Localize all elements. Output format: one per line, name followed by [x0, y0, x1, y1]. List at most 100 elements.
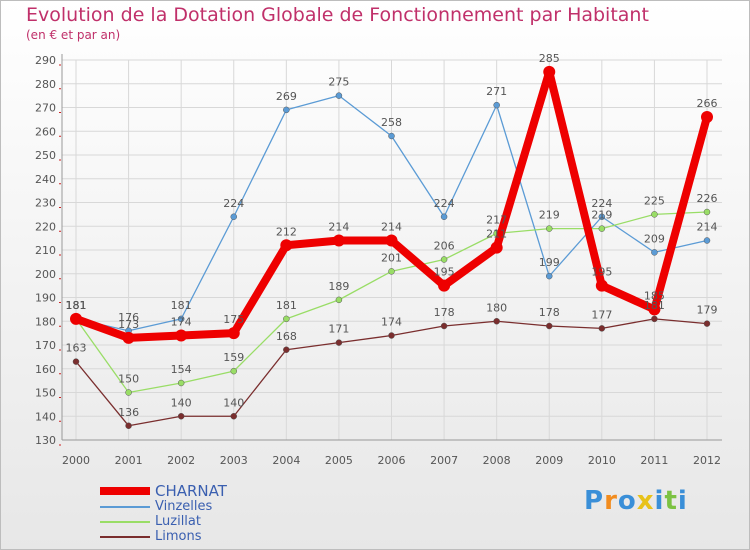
data-point-charnat [438, 279, 451, 292]
data-point-luzillat [598, 225, 606, 232]
x-tick-label: 2011 [640, 454, 668, 467]
data-point-luzillat [125, 389, 132, 396]
y-tick-label: 170 [35, 339, 56, 352]
y-tick-label: 130 [35, 434, 56, 447]
data-point-charnat [280, 239, 293, 252]
data-label-vinzelles: 224 [591, 197, 612, 210]
legend-label-luzillat: Luzillat [155, 514, 201, 529]
y-tick-label: 150 [35, 387, 56, 400]
legend-swatch-charnat [100, 487, 150, 495]
logo-letter: x [636, 486, 655, 516]
data-label-charnat: 211 [486, 228, 507, 241]
data-label-luzillat: 189 [328, 280, 349, 293]
data-point-luzillat [230, 367, 237, 375]
data-label-luzillat: 159 [223, 351, 244, 364]
x-tick-label: 2010 [588, 454, 616, 467]
chart-subtitle: (en € et par an) [26, 28, 121, 42]
data-label-luzillat: 217 [486, 213, 507, 226]
data-label-limons: 179 [697, 304, 718, 317]
data-label-charnat: 214 [381, 221, 402, 234]
data-point-limons [230, 413, 237, 420]
data-point-limons [493, 318, 500, 325]
data-point-charnat [227, 327, 240, 340]
data-label-vinzelles: 258 [381, 116, 402, 129]
legend-swatch-limons [100, 536, 150, 538]
data-label-charnat: 185 [644, 289, 665, 302]
data-label-vinzelles: 269 [276, 90, 297, 103]
data-label-vinzelles: 271 [486, 85, 507, 98]
x-tick-label: 2001 [115, 454, 143, 467]
logo-letter: r [604, 486, 618, 516]
y-tick-label: 250 [35, 149, 56, 162]
data-label-luzillat: 226 [697, 192, 718, 205]
data-label-charnat: 173 [118, 318, 139, 331]
proxiti-logo: Proxiti [584, 486, 688, 516]
data-point-luzillat [440, 256, 448, 263]
y-tick-label: 270 [35, 102, 56, 115]
data-point-charnat [490, 241, 503, 254]
data-point-limons [335, 339, 343, 346]
x-tick-label: 2009 [535, 454, 563, 467]
data-label-limons: 178 [539, 306, 560, 319]
data-point-limons [440, 322, 448, 330]
data-point-vinzelles [177, 315, 185, 323]
data-label-luzillat: 181 [66, 299, 87, 312]
logo-letter: t [664, 486, 678, 516]
x-tick-label: 2002 [167, 454, 195, 467]
data-point-limons [546, 322, 553, 330]
data-point-limons [388, 332, 395, 339]
data-point-luzillat [546, 225, 553, 232]
legend-label-limons: Limons [155, 529, 202, 544]
data-label-charnat: 175 [223, 313, 244, 326]
data-point-charnat [332, 234, 345, 247]
data-label-luzillat: 225 [644, 194, 665, 207]
y-tick-label: 190 [35, 292, 56, 305]
data-point-limons [283, 346, 290, 353]
data-point-luzillat [283, 315, 290, 323]
x-tick-label: 2005 [325, 454, 353, 467]
data-point-charnat [122, 331, 135, 344]
data-point-vinzelles [651, 249, 658, 256]
x-tick-label: 2008 [483, 454, 511, 467]
y-tick-label: 220 [35, 220, 56, 233]
data-point-charnat [175, 329, 188, 342]
data-point-vinzelles [283, 106, 290, 114]
data-label-limons: 140 [223, 396, 244, 409]
legend-label-charnat: CHARNAT [155, 482, 227, 500]
data-label-vinzelles: 224 [223, 197, 244, 210]
y-tick-label: 240 [35, 173, 56, 186]
data-point-limons [125, 422, 132, 429]
logo-letter: i [654, 486, 665, 516]
data-label-vinzelles: 275 [328, 76, 349, 89]
data-label-vinzelles: 181 [66, 299, 87, 312]
data-point-charnat [70, 312, 82, 325]
y-tick-label: 280 [35, 78, 56, 91]
legend-item-vinzelles: Vinzelles [100, 499, 300, 514]
data-label-luzillat: 181 [276, 299, 297, 312]
data-label-vinzelles: 224 [434, 197, 455, 210]
y-tick-label: 180 [35, 315, 56, 328]
x-tick-label: 2003 [220, 454, 248, 467]
y-tick-label: 260 [35, 125, 56, 138]
data-point-charnat [385, 234, 398, 247]
x-tick-label: 2006 [378, 454, 406, 467]
logo-letter: P [584, 486, 605, 516]
x-tick-label: 2000 [62, 454, 90, 467]
data-label-limons: 177 [591, 308, 612, 321]
data-point-luzillat [388, 268, 395, 275]
y-tick-label: 290 [35, 54, 56, 67]
data-label-charnat: 285 [539, 52, 560, 65]
data-point-luzillat [335, 296, 343, 304]
data-point-luzillat [651, 211, 658, 218]
data-point-limons [72, 358, 80, 365]
x-tick-label: 2004 [272, 454, 300, 467]
data-label-vinzelles: 199 [539, 256, 560, 269]
data-label-limons: 178 [434, 306, 455, 319]
data-point-charnat [648, 303, 661, 316]
data-point-vinzelles [335, 92, 343, 99]
data-point-luzillat [703, 208, 711, 216]
data-label-charnat: 195 [434, 266, 455, 279]
data-label-limons: 171 [328, 323, 349, 336]
data-label-limons: 136 [118, 406, 139, 419]
data-label-charnat: 181 [66, 299, 87, 312]
